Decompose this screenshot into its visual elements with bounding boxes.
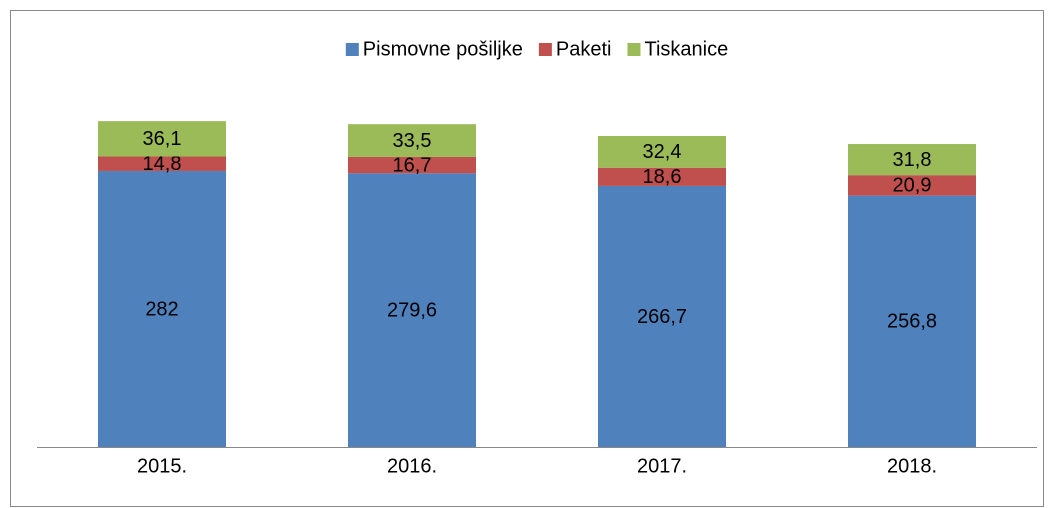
bar-segment	[348, 173, 476, 448]
chart-border	[10, 10, 1044, 507]
data-label: 266,7	[637, 306, 687, 328]
data-label: 32,4	[643, 141, 682, 163]
data-label: 16,7	[393, 154, 432, 176]
data-label: 33,5	[393, 130, 432, 152]
data-label: 18,6	[643, 166, 682, 188]
bar-segment	[98, 121, 226, 157]
bar-segment	[348, 124, 476, 157]
legend: Pismovne pošiljke Paketi Tiskanice	[345, 38, 728, 60]
x-tick-label: 2017.	[637, 455, 687, 477]
data-label: 20,9	[893, 175, 932, 197]
bar-segment	[848, 195, 976, 447]
data-label: 31,8	[893, 149, 932, 171]
x-tick-label: 2015.	[137, 455, 187, 477]
legend-swatch	[538, 43, 552, 56]
data-label: 36,1	[143, 128, 182, 150]
bar-segment	[848, 144, 976, 176]
legend-label: Paketi	[556, 38, 612, 60]
x-tick-label: 2016.	[387, 455, 437, 477]
bar-segment	[598, 185, 726, 448]
bar-segment	[598, 167, 726, 186]
bar-segment	[848, 175, 976, 196]
bar-segment	[598, 136, 726, 168]
x-tick-label: 2018.	[887, 455, 937, 477]
bar-segment	[98, 170, 226, 447]
bar-segment	[348, 156, 476, 174]
legend-swatch	[627, 43, 641, 56]
data-label: 14,8	[143, 153, 182, 175]
data-label: 282	[145, 298, 178, 320]
data-label: 279,6	[387, 299, 437, 321]
legend-swatch	[345, 43, 359, 56]
data-label: 256,8	[887, 311, 937, 333]
bar-segment	[98, 156, 226, 171]
legend-label: Tiskanice	[644, 38, 728, 60]
legend-label: Pismovne pošiljke	[363, 38, 523, 60]
